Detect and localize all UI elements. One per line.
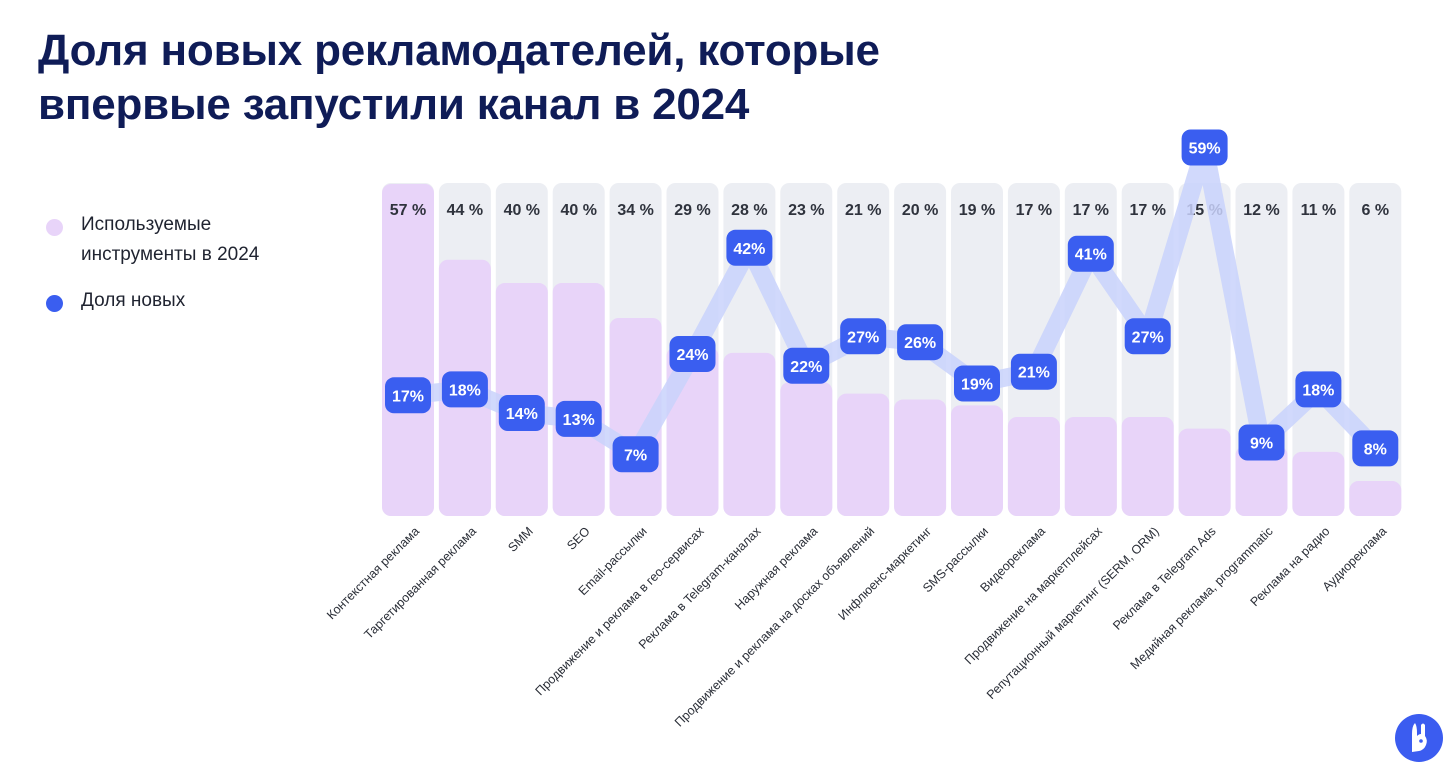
point-new-share: [441, 371, 488, 408]
title-line-1: Доля новых рекламодателей, которые: [38, 26, 880, 75]
legend-new-label-text: Доля новых: [81, 290, 186, 311]
bar-value-label: 21 %: [845, 202, 881, 219]
bar-value-label: 57 %: [390, 202, 426, 219]
point-new-share: [783, 347, 830, 384]
legend-new-label: Доля новых: [81, 286, 321, 316]
point-new-share-label: 18%: [1302, 382, 1334, 399]
point-new-share: [1010, 353, 1057, 390]
legend-used-label-line-1: Используемые: [81, 214, 212, 235]
point-new-share: [1124, 318, 1171, 355]
legend-used-dot-icon: [46, 219, 63, 236]
point-new-share: [1238, 424, 1285, 461]
point-new-share: [1352, 430, 1399, 467]
point-new-share-label: 59%: [1189, 141, 1221, 158]
point-new-share: [726, 229, 773, 266]
bar-used-tools: [780, 382, 833, 516]
bar-used-tools: [1178, 428, 1231, 516]
bar-used-tools: [723, 352, 776, 516]
bar-value-label: 28 %: [731, 202, 767, 219]
legend-new-dot-icon: [46, 295, 63, 312]
bar-used-tools: [1064, 416, 1117, 516]
bar-value-label: 44 %: [447, 202, 483, 219]
bar-used-tools: [1235, 446, 1288, 516]
category-label: Инфлюенс-маркетинг: [835, 524, 934, 623]
bar-value-label: 34 %: [617, 202, 653, 219]
point-new-share-label: 7%: [624, 447, 647, 464]
point-new-share: [840, 318, 887, 355]
bar-used-tools: [1292, 451, 1345, 516]
bar-value-label: 12 %: [1243, 202, 1279, 219]
point-new-share-label: 14%: [506, 406, 538, 423]
bar-value-label: 11 %: [1301, 202, 1337, 219]
title-line-2: впервые запустили канал в 2024: [38, 80, 750, 129]
bar-value-label: 17 %: [1129, 202, 1165, 219]
bar-value-label: 40 %: [560, 202, 596, 219]
bar-used-tools: [382, 184, 434, 516]
bar-used-tools: [1007, 416, 1060, 516]
category-label: Продвижение и реклама на досках объявлен…: [672, 524, 877, 729]
category-label: Таргетированная реклама: [362, 524, 480, 642]
point-new-share: [498, 395, 545, 431]
bar-used-tools: [837, 393, 890, 516]
bar-used-tools: [552, 283, 605, 516]
column-track: [1292, 183, 1345, 516]
point-new-share-label: 18%: [449, 382, 481, 399]
bar-value-label: 23 %: [788, 202, 824, 219]
point-new-share-label: 24%: [676, 347, 708, 364]
rabbit-logo-glyph: [1412, 723, 1427, 752]
page-title: Доля новых рекламодателей, которые вперв…: [38, 24, 1038, 132]
point-new-share: [954, 365, 1000, 402]
point-new-share-label: 13%: [563, 412, 595, 429]
point-new-share: [1067, 235, 1114, 272]
bar-value-label: 40 %: [504, 202, 540, 219]
point-new-share-label: 21%: [1018, 365, 1050, 382]
legend-used-label: Используемые инструменты в 2024: [81, 210, 321, 270]
rabbit-logo-icon: [1395, 714, 1443, 762]
point-new-share: [1295, 371, 1342, 408]
bar-value-label: 29 %: [674, 202, 710, 219]
point-new-share-label: 26%: [904, 335, 936, 352]
point-new-share-label: 22%: [790, 359, 822, 376]
point-new-share: [612, 436, 659, 473]
point-new-share-label: 17%: [392, 388, 424, 405]
bar-used-tools: [1121, 416, 1174, 516]
bar-used-tools: [894, 399, 947, 516]
point-new-share-label: 19%: [961, 377, 993, 394]
bar-used-tools: [1349, 481, 1402, 516]
bar-used-tools: [951, 405, 1003, 516]
point-new-share-label: 41%: [1075, 247, 1107, 264]
bar-value-label: 6 %: [1362, 202, 1390, 219]
point-new-share-label: 42%: [733, 241, 765, 258]
point-new-share: [555, 400, 602, 437]
category-label: Реклама в Telegram Ads: [1110, 524, 1219, 633]
category-label: Реклама в Telegram-каналах: [636, 524, 764, 652]
bar-value-label: 17 %: [1016, 202, 1052, 219]
point-new-share: [669, 336, 716, 372]
point-new-share-label: 8%: [1364, 441, 1387, 458]
bar-value-label: 20 %: [902, 202, 938, 219]
point-new-share-label: 27%: [1132, 329, 1164, 346]
point-new-share: [1181, 129, 1228, 166]
point-new-share-label: 9%: [1250, 436, 1273, 453]
category-label: SMM: [505, 524, 536, 555]
category-label: SEO: [564, 524, 593, 553]
point-new-share: [897, 324, 944, 361]
legend-used-label-line-2: инструменты в 2024: [81, 244, 260, 265]
point-new-share-label: 27%: [847, 329, 879, 346]
bar-value-label: 17 %: [1073, 202, 1109, 219]
category-label: Контекстная реклама: [324, 524, 422, 622]
point-new-share: [385, 377, 431, 414]
bar-value-label: 19 %: [959, 202, 995, 219]
